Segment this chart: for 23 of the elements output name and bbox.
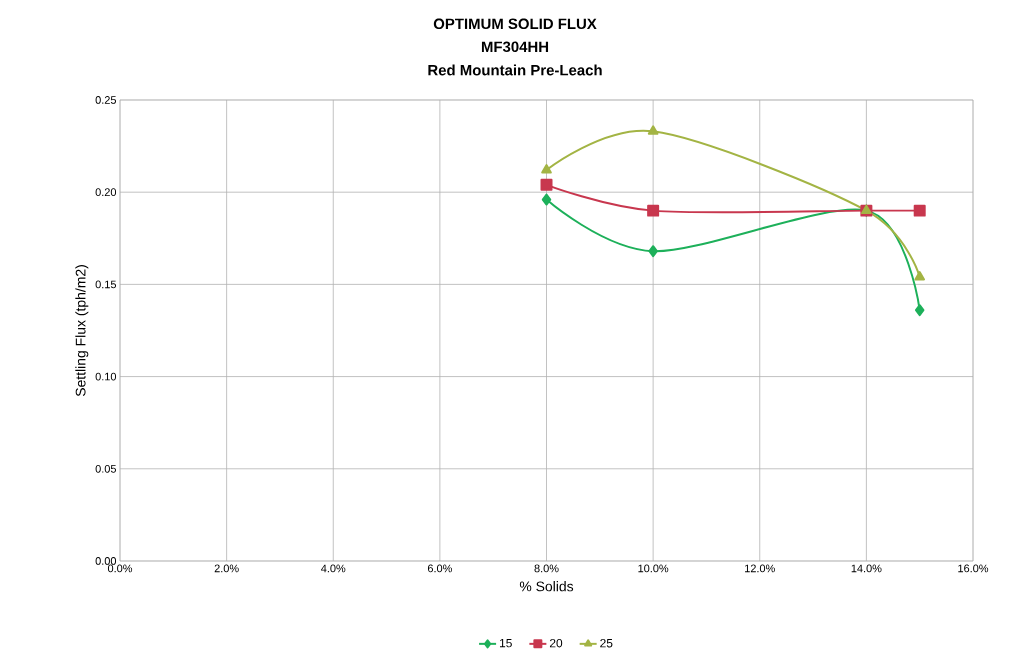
chart-subtitle: MF304HH <box>481 41 549 53</box>
y-axis-title: Settling Flux (tph/m2) <box>75 265 89 397</box>
y-tick-label: 0.25 <box>95 96 117 104</box>
chart-title: OPTIMUM SOLID FLUX <box>433 18 597 30</box>
x-tick-label: 0.0% <box>107 564 133 573</box>
y-tick-label: 0.20 <box>95 188 117 197</box>
x-axis-title: % Solids <box>519 581 574 592</box>
y-tick-label: 0.15 <box>95 280 117 289</box>
y-tick-label: 0.05 <box>95 464 117 473</box>
x-tick-label: 8.0% <box>534 564 559 573</box>
y-tick-label: 0.00 <box>95 557 117 565</box>
x-tick-label: 14.0% <box>851 564 882 573</box>
x-tick-label: 16.0% <box>958 564 989 573</box>
x-tick-label: 10.0% <box>638 564 669 573</box>
text: Red Mountain Pre-Leach <box>428 64 602 76</box>
legend-label: 20 <box>549 638 563 648</box>
x-tick-label: 2.0% <box>214 564 239 573</box>
y-tick-label: 0.10 <box>95 372 117 381</box>
legend-label: 25 <box>600 638 613 648</box>
legend-label: 15 <box>499 639 512 648</box>
x-tick-label: 4.0% <box>321 564 346 573</box>
x-tick-label: 6.0% <box>427 564 452 573</box>
x-tick-label: 12.0% <box>745 564 775 573</box>
